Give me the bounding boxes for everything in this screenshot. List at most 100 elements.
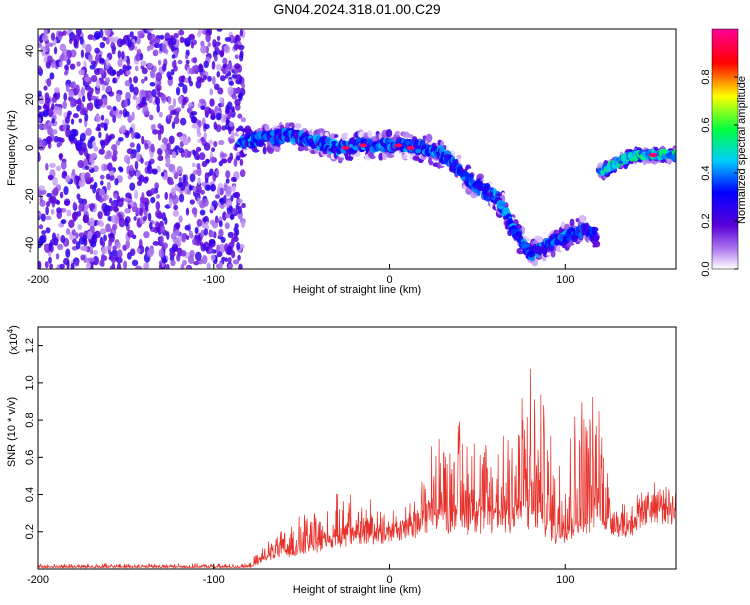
noise-cell bbox=[112, 114, 117, 123]
noise-cell bbox=[100, 180, 104, 186]
noise-cell bbox=[231, 106, 235, 113]
noise-cell bbox=[190, 41, 195, 49]
noise-cell bbox=[111, 153, 118, 162]
noise-cell bbox=[228, 80, 235, 86]
noise-cell bbox=[68, 134, 75, 142]
noise-cell bbox=[202, 198, 209, 207]
noise-cell bbox=[71, 229, 76, 236]
noise-cell bbox=[78, 69, 85, 76]
noise-cell bbox=[215, 124, 222, 133]
noise-cell bbox=[127, 115, 133, 123]
track-cell bbox=[269, 130, 276, 136]
y-tick-label: -20 bbox=[24, 188, 36, 204]
noise-cell bbox=[151, 123, 156, 130]
noise-cell bbox=[113, 193, 118, 200]
noise-cell bbox=[79, 36, 84, 45]
noise-cell bbox=[218, 139, 225, 146]
noise-cell bbox=[45, 227, 51, 234]
noise-cell bbox=[188, 75, 192, 83]
noise-cell bbox=[50, 195, 57, 204]
noise-cell bbox=[172, 168, 177, 175]
track-cell bbox=[498, 201, 505, 207]
noise-cell bbox=[147, 212, 152, 222]
noise-cell bbox=[176, 165, 183, 175]
noise-cell bbox=[220, 113, 227, 124]
noise-cell bbox=[125, 65, 132, 70]
noise-cell bbox=[53, 135, 59, 143]
noise-cell bbox=[117, 50, 122, 59]
noise-cell bbox=[105, 36, 111, 45]
noise-cell bbox=[178, 82, 185, 88]
noise-cell bbox=[241, 83, 246, 89]
noise-cell bbox=[216, 29, 223, 32]
noise-cell bbox=[55, 253, 60, 260]
noise-cell bbox=[72, 201, 77, 210]
noise-cell bbox=[172, 209, 180, 217]
noise-cell bbox=[43, 29, 48, 37]
colorbar-tick-label: 0.2 bbox=[700, 213, 712, 228]
noise-cell bbox=[59, 153, 63, 161]
noise-cell bbox=[182, 259, 188, 266]
noise-cell bbox=[186, 189, 191, 195]
noise-cell bbox=[48, 109, 53, 117]
noise-cell bbox=[198, 152, 206, 161]
noise-cell bbox=[137, 30, 144, 37]
colorbar-ticks: 0.0 0.2 0.4 0.6 0.8 bbox=[700, 69, 738, 277]
noise-cell bbox=[117, 136, 124, 142]
noise-cell bbox=[132, 94, 137, 101]
noise-cell bbox=[169, 110, 176, 116]
noise-cell bbox=[84, 85, 91, 91]
track-cell bbox=[536, 236, 544, 243]
noise-cell bbox=[237, 198, 243, 204]
noise-cell bbox=[170, 68, 175, 76]
noise-cell bbox=[224, 37, 232, 42]
noise-cell bbox=[134, 160, 139, 171]
noise-cell bbox=[48, 256, 52, 264]
noise-cell bbox=[161, 43, 167, 54]
noise-cell bbox=[106, 105, 112, 110]
noise-cell bbox=[90, 60, 97, 66]
noise-cell bbox=[44, 261, 49, 269]
noise-cell bbox=[227, 70, 232, 77]
track-cell bbox=[592, 240, 601, 248]
noise-cell bbox=[93, 181, 98, 189]
track-cell bbox=[456, 154, 462, 160]
noise-cell bbox=[43, 85, 48, 91]
noise-cell bbox=[235, 203, 240, 211]
track-cell bbox=[591, 226, 599, 232]
noise-cell bbox=[116, 241, 121, 250]
x-tick-label: -200 bbox=[27, 274, 49, 286]
noise-cell bbox=[234, 191, 241, 199]
noise-cell bbox=[158, 248, 165, 258]
noise-cell bbox=[203, 123, 210, 130]
noise-cell bbox=[133, 189, 139, 200]
noise-cell bbox=[231, 207, 237, 215]
noise-cell bbox=[146, 29, 154, 32]
y-tick-label: 0.8 bbox=[24, 412, 36, 427]
noise-cell bbox=[127, 204, 132, 210]
noise-cell bbox=[97, 210, 103, 220]
noise-cell bbox=[216, 244, 220, 253]
noise-cell bbox=[73, 137, 77, 145]
noise-cell bbox=[116, 249, 123, 259]
y-tick-label: 0 bbox=[24, 145, 36, 151]
noise-cell bbox=[166, 142, 171, 151]
track-cell bbox=[237, 130, 243, 136]
noise-cell bbox=[210, 184, 216, 192]
noise-cell bbox=[99, 188, 106, 197]
noise-cell bbox=[156, 104, 161, 113]
noise-cell bbox=[193, 150, 199, 160]
noise-cell bbox=[201, 182, 207, 187]
noise-cell bbox=[116, 256, 123, 264]
noise-cell bbox=[144, 110, 150, 116]
noise-cell bbox=[196, 218, 203, 227]
noise-cell bbox=[167, 96, 172, 105]
noise-cell bbox=[123, 154, 131, 164]
noise-cell bbox=[180, 263, 185, 269]
noise-cell bbox=[124, 208, 129, 214]
noise-cell bbox=[240, 117, 247, 123]
noise-cell bbox=[157, 155, 164, 162]
noise-cell bbox=[178, 193, 185, 203]
noise-cell bbox=[65, 84, 70, 93]
noise-cell bbox=[173, 116, 180, 125]
